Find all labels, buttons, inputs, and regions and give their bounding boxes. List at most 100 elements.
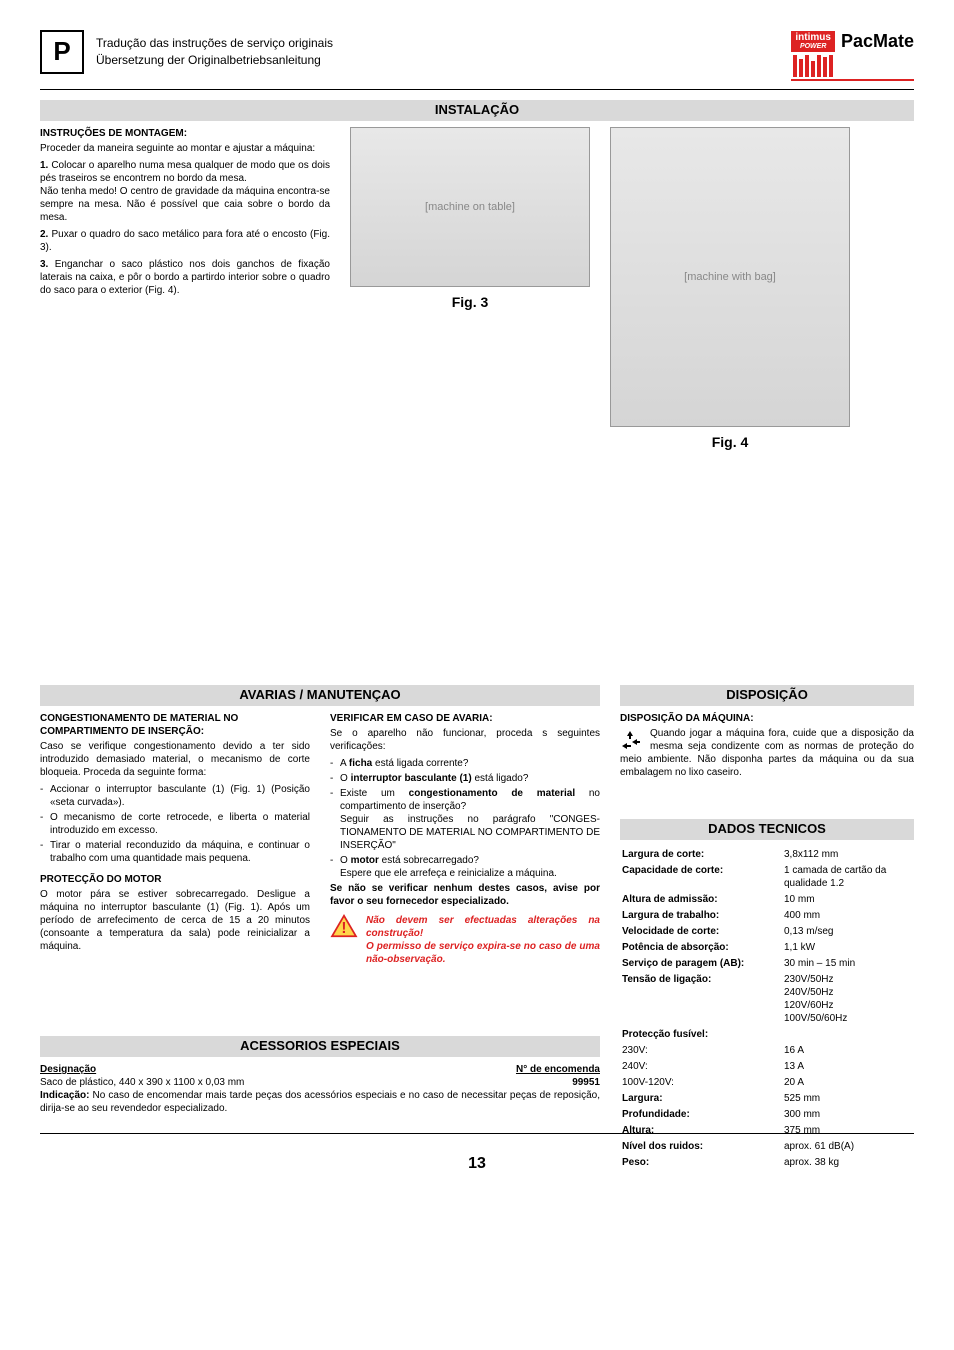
- step-3-num: 3.: [40, 259, 48, 270]
- check-4: O motor está sobrecarregado?Espere que e…: [330, 854, 600, 880]
- note-label: Indicação:: [40, 1090, 89, 1101]
- td: Peso:: [622, 1156, 782, 1170]
- section-bar-disposicao: DISPOSIÇÃO: [620, 685, 914, 706]
- power-text: POWER: [800, 43, 826, 50]
- check-heading: VERIFICAR EM CASO DE AVARIA:: [330, 712, 600, 725]
- step-1-num: 1.: [40, 160, 48, 171]
- check-intro: Se o aparelho não funcionar, proceda s s…: [330, 727, 600, 753]
- accessory-note: Indicação: No caso de encomendar mais ta…: [40, 1089, 600, 1115]
- recycle-icon: [620, 729, 644, 753]
- step-2: 2. Puxar o quadro do saco metálico para …: [40, 228, 330, 254]
- accessory-header: Designação N° de encomenda: [40, 1063, 600, 1076]
- header-subtitle: Tradução das instruções de serviço origi…: [96, 35, 333, 69]
- warning-line-1: Não devem ser efectuadas alterações na c…: [366, 915, 600, 939]
- disposal-body: Quando jogar a máquina fora, cuide que a…: [620, 727, 914, 779]
- step-3-text: Enganchar o saco plástico nos dois ganch…: [40, 259, 330, 296]
- td: aprox. 38 kg: [784, 1156, 912, 1170]
- avarias-col-1: CONGESTIONAMENTO DE MATERIAL NO COMPARTI…: [40, 712, 310, 966]
- check-1: A ficha está ligada corrente?: [330, 757, 600, 770]
- brand-block: intimus POWER PacMate: [791, 30, 914, 81]
- header-left: P Tradução das instruções de serviço ori…: [40, 30, 333, 74]
- mounting-heading: INSTRUÇÕES DE MONTAGEM:: [40, 127, 330, 140]
- page-header: P Tradução das instruções de serviço ori…: [40, 30, 914, 81]
- td: 1,1 kW: [784, 941, 912, 955]
- td: Largura de corte:: [622, 848, 782, 862]
- motor-text: O motor pára se estiver sobrecarregado. …: [40, 888, 310, 953]
- section-bar-acessorios: ACESSORIOS ESPECIAIS: [40, 1036, 600, 1057]
- mounting-steps: 1. Colocar o aparelho numa mesa qualquer…: [40, 159, 330, 297]
- jam-heading: CONGESTIONAMENTO DE MATERIAL NO COMPARTI…: [40, 712, 310, 738]
- section-bar-dados: DADOS TECNICOS: [620, 819, 914, 840]
- td: 375 mm: [784, 1124, 912, 1138]
- jam-steps: Accionar o interruptor basculante (1) (F…: [40, 783, 310, 865]
- td: 3,8x112 mm: [784, 848, 912, 862]
- svg-text:!: !: [341, 920, 346, 937]
- avarias-col-2: VERIFICAR EM CASO DE AVARIA: Se o aparel…: [330, 712, 600, 966]
- section-bar-avarias: AVARIAS / MANUTENÇAO: [40, 685, 600, 706]
- accessory-head-left: Designação: [40, 1063, 96, 1076]
- td: Altura:: [622, 1124, 782, 1138]
- td: aprox. 61 dB(A): [784, 1140, 912, 1154]
- td: Capacidade de corte:: [622, 864, 782, 891]
- jam-step-1: Accionar o interruptor basculante (1) (F…: [40, 783, 310, 809]
- jam-intro: Caso se verifique congestionamento devid…: [40, 740, 310, 779]
- subtitle-line-2: Übersetzung der Originalbetriebsanleitun…: [96, 52, 333, 69]
- td: 10 mm: [784, 893, 912, 907]
- warning-block: ! Não devem ser efectuadas alterações na…: [330, 914, 600, 966]
- check-3: Existe um congestionamento de material n…: [330, 787, 600, 852]
- warning-line-2: O permisso de serviço expira-se no caso …: [366, 941, 600, 965]
- instalacao-text-col: INSTRUÇÕES DE MONTAGEM: Proceder da mane…: [40, 127, 330, 451]
- td: 400 mm: [784, 909, 912, 923]
- step-3: 3. Enganchar o saco plástico nos dois ga…: [40, 258, 330, 297]
- td: Largura de trabalho:: [622, 909, 782, 923]
- td: Altura de admissão:: [622, 893, 782, 907]
- check-footer: Se não se verificar nenhum destes casos,…: [330, 882, 600, 908]
- step-1b: Não tenha medo! O centro de gravidade da…: [40, 186, 330, 223]
- mounting-intro: Proceder da maneira seguinte ao montar e…: [40, 142, 330, 155]
- warning-text: Não devem ser efectuadas alterações na c…: [366, 914, 600, 966]
- step-1a: Colocar o aparelho numa mesa qualquer de…: [40, 160, 330, 184]
- td: 1 camada de cartão da qualidade 1.2: [784, 864, 912, 891]
- subtitle-line-1: Tradução das instruções de serviço origi…: [96, 35, 333, 52]
- check-2: O interruptor basculante (1) está ligado…: [330, 772, 600, 785]
- accessory-row: Saco de plástico, 440 x 390 x 1100 x 0,0…: [40, 1076, 600, 1089]
- tech-data-table: Largura de corte:3,8x112 mm Capacidade d…: [620, 846, 914, 1172]
- td: Serviço de paragem (AB):: [622, 957, 782, 971]
- disposal-heading: DISPOSIÇÃO DA MÁQUINA:: [620, 712, 914, 725]
- accessory-code: 99951: [572, 1076, 600, 1089]
- td: 30 min – 15 min: [784, 957, 912, 971]
- disposal-text: Quando jogar a máquina fora, cuide que a…: [620, 727, 914, 779]
- fig3-label: Fig. 3: [350, 293, 590, 311]
- td: Velocidade de corte:: [622, 925, 782, 939]
- acessorios-block: ACESSORIOS ESPECIAIS Designação N° de en…: [40, 1032, 600, 1119]
- td: Tensão de ligação:: [622, 973, 782, 1026]
- td: 0,13 m/seg: [784, 925, 912, 939]
- jam-step-3: Tirar o material reconduzido da máquina,…: [40, 839, 310, 865]
- language-badge: P: [40, 30, 84, 74]
- step-2-num: 2.: [40, 229, 48, 240]
- intimus-logo: intimus POWER: [791, 31, 835, 52]
- warning-triangle-icon: !: [330, 914, 358, 938]
- accessory-head-right: N° de encomenda: [516, 1063, 600, 1076]
- brand-name: PacMate: [841, 30, 914, 53]
- fig3-block: [machine on table] Fig. 3: [350, 127, 590, 451]
- td: 230V/50Hz 240V/50Hz 120V/60Hz 100V/50/60…: [784, 973, 912, 1026]
- td: Nível dos ruidos:: [622, 1140, 782, 1154]
- step-2-text: Puxar o quadro do saco metálico para for…: [40, 229, 330, 253]
- section-bar-instalacao: INSTALAÇÃO: [40, 100, 914, 121]
- accessory-name: Saco de plástico, 440 x 390 x 1100 x 0,0…: [40, 1076, 244, 1089]
- jam-step-2: O mecanismo de corte retrocede, e libert…: [40, 811, 310, 837]
- header-rule: [40, 89, 914, 90]
- fig4-label: Fig. 4: [610, 433, 850, 451]
- step-1: 1. Colocar o aparelho numa mesa qualquer…: [40, 159, 330, 224]
- note-text: No caso de encomendar mais tarde peças d…: [40, 1090, 600, 1114]
- barcode-icon: [791, 57, 914, 81]
- instalacao-columns: INSTRUÇÕES DE MONTAGEM: Proceder da mane…: [40, 127, 914, 451]
- fig4-image: [machine with bag]: [610, 127, 850, 427]
- fig3-image: [machine on table]: [350, 127, 590, 287]
- check-list: A ficha está ligada corrente? O interrup…: [330, 757, 600, 880]
- motor-heading: PROTECÇÃO DO MOTOR: [40, 873, 310, 886]
- fig4-block: [machine with bag] Fig. 4: [610, 127, 850, 451]
- td: Potência de absorção:: [622, 941, 782, 955]
- intimus-text: intimus: [795, 33, 831, 43]
